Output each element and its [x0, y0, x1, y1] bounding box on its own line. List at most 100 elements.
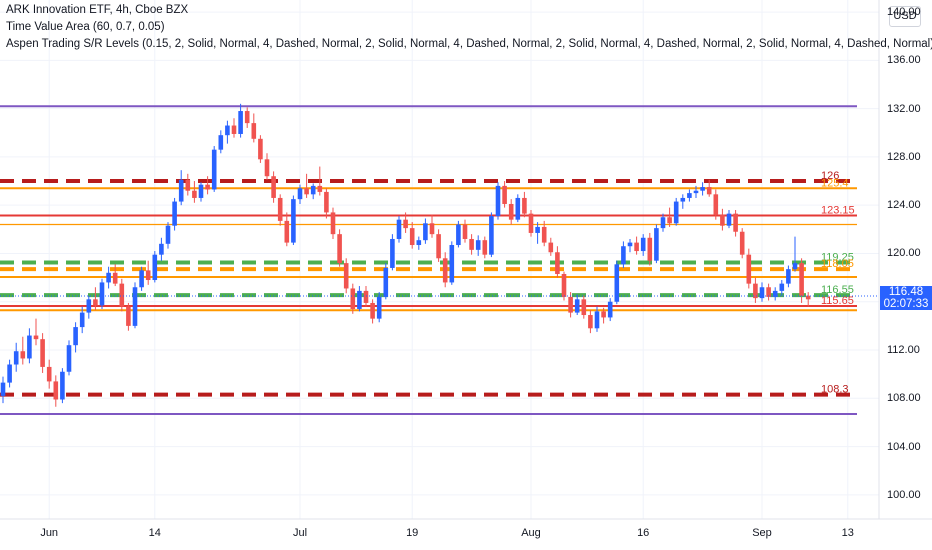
indicator-time-value-area[interactable]: Time Value Area (60, 0.7, 0.05) [6, 21, 165, 33]
candle [258, 135, 263, 163]
candle-body [93, 299, 98, 306]
candle-body [647, 237, 653, 261]
candle [40, 333, 45, 373]
candle [495, 182, 501, 220]
candle-body [297, 188, 303, 200]
candle-body [515, 197, 521, 220]
sr-level-label: 119.25 [821, 252, 854, 264]
indicator-sr-levels[interactable]: Aspen Trading S/R Levels (0.15, 2, Solid… [6, 38, 932, 50]
candle-body [27, 335, 32, 359]
candle-body [99, 282, 105, 306]
candle-body [231, 125, 237, 134]
candle [126, 302, 131, 331]
candle-body [475, 240, 481, 250]
sr-level-label: 108.3 [821, 384, 849, 396]
price-tick-label: 140.00 [887, 6, 921, 19]
candle-body [390, 238, 395, 268]
candle-body [324, 191, 329, 213]
candle [548, 237, 554, 256]
candle [324, 188, 329, 219]
price-tick-label: 100.00 [887, 488, 921, 501]
candle-body [805, 295, 811, 300]
candle [192, 181, 197, 203]
candle [244, 107, 250, 128]
candle-body [621, 246, 626, 265]
candle-body [172, 201, 177, 226]
candle [601, 307, 606, 324]
candle-body [0, 382, 6, 396]
candle-body [423, 223, 428, 241]
candle-body [495, 185, 501, 217]
candle [106, 266, 111, 289]
candle [475, 235, 481, 256]
candle [673, 197, 679, 226]
candle [7, 359, 12, 388]
candle-body [218, 135, 224, 150]
candle-body [634, 242, 639, 252]
candle-body [766, 287, 771, 297]
candle [667, 207, 672, 227]
candle [66, 340, 72, 376]
candle [713, 189, 719, 220]
candle [99, 278, 105, 309]
candle [535, 222, 540, 244]
bar-countdown: 02:07:33 [883, 297, 929, 310]
candle [746, 248, 752, 289]
candle [607, 298, 613, 322]
candle-body [112, 272, 118, 284]
candle-body [568, 296, 573, 313]
sr-level-label: 116.55 [821, 284, 854, 296]
time-tick-label: 14 [148, 527, 161, 539]
sr-levels [0, 105, 857, 415]
candle-body [284, 220, 290, 243]
time-tick-label: 13 [841, 527, 854, 539]
candle-body [165, 225, 171, 244]
candle [588, 310, 593, 334]
candle-body [687, 193, 692, 198]
candle-body [561, 273, 567, 297]
candle [172, 197, 177, 231]
candle [423, 218, 428, 244]
candle [132, 282, 138, 329]
time-tick-label: Jul [292, 527, 308, 539]
candle [145, 260, 151, 285]
candle [152, 251, 158, 283]
candle [528, 210, 534, 237]
candle [218, 130, 224, 154]
candle-body [145, 270, 151, 281]
candle-body [66, 345, 72, 372]
candle-body [60, 371, 65, 400]
candle-body [317, 185, 323, 192]
candle [792, 236, 798, 272]
candle [53, 375, 59, 407]
candle-body [132, 287, 138, 326]
candle [739, 228, 745, 259]
candle [429, 214, 435, 238]
candle [60, 368, 65, 404]
candle-body [535, 226, 540, 233]
candle-body [264, 159, 270, 177]
candle-body [799, 263, 804, 296]
candle [700, 182, 705, 196]
candle [489, 212, 494, 258]
candle-body [403, 219, 408, 229]
currency-button[interactable]: USD [889, 6, 921, 27]
candle [205, 176, 210, 195]
candle-body [119, 283, 125, 307]
symbol-title[interactable]: ARK Innovation ETF, 4h, Cboe BZX [6, 4, 189, 16]
price-tick-label: 136.00 [887, 54, 921, 67]
price-tick-label: 104.00 [887, 440, 921, 453]
candle-body [502, 185, 507, 204]
chart-legend: ARK Innovation ETF, 4h, Cboe BZX Time Va… [6, 2, 932, 53]
candle [753, 277, 758, 303]
candle [185, 173, 191, 196]
candle-body [53, 381, 59, 400]
time-tick-label: Jun [40, 527, 59, 539]
candle-body [733, 213, 738, 232]
candle [720, 208, 725, 231]
candle-body [581, 299, 587, 316]
candle-body [350, 288, 356, 309]
candle [310, 183, 316, 200]
candle-body [416, 240, 422, 246]
